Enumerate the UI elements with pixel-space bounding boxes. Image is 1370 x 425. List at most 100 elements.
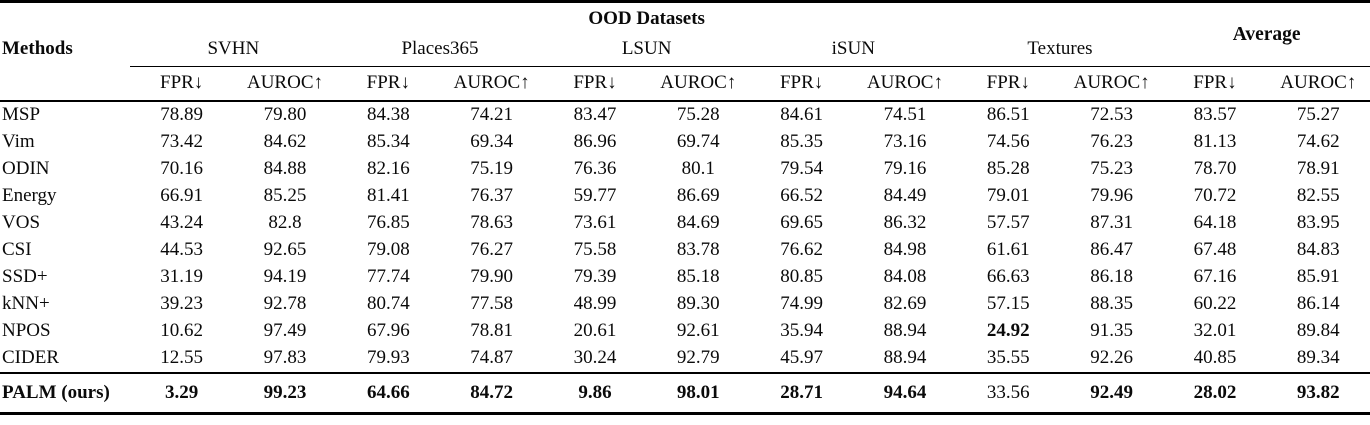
value-cell: 93.82 bbox=[1266, 371, 1370, 413]
value-cell: 78.63 bbox=[470, 212, 514, 233]
method-name: Vim bbox=[2, 131, 35, 152]
method-name: SSD+ bbox=[2, 266, 48, 287]
value-cell: 88.35 bbox=[1090, 293, 1133, 314]
value-cell: 86.96 bbox=[573, 131, 617, 152]
value-cell: 39.23 bbox=[160, 293, 204, 314]
value-cell: 79.08 bbox=[366, 239, 410, 260]
value-cell: 57.15 bbox=[986, 293, 1030, 314]
value-cell: 76.23 bbox=[1090, 131, 1133, 152]
value-cell: 69.74 bbox=[676, 131, 720, 152]
value-cell: 70.16 bbox=[160, 158, 204, 179]
value-cell: 97.49 bbox=[263, 320, 307, 341]
value-cell: 40.85 bbox=[1193, 347, 1237, 368]
value-cell: 81.41 bbox=[366, 185, 410, 206]
table-row: CIDER 12.55 97.83 79.93 74.87 30.24 92.79 45.97… bbox=[0, 345, 1370, 373]
value-cell: 84.61 bbox=[780, 104, 823, 125]
value-cell: 85.28 bbox=[986, 158, 1030, 179]
value-cell: 79.96 bbox=[1090, 185, 1133, 206]
value-cell: 79.01 bbox=[986, 185, 1030, 206]
value-cell: 84.83 bbox=[1296, 239, 1340, 260]
value-cell: 57.57 bbox=[986, 212, 1030, 233]
value-cell: 79.16 bbox=[883, 158, 927, 179]
value-cell: 87.31 bbox=[1090, 212, 1133, 233]
value-cell: 80.1 bbox=[681, 158, 715, 179]
methods-column-header: Methods bbox=[2, 37, 73, 59]
method-name: Energy bbox=[2, 185, 57, 206]
fpr-column-header: FPR↓ bbox=[543, 66, 647, 102]
value-cell: 92.78 bbox=[263, 293, 307, 314]
value-cell: 99.23 bbox=[233, 371, 337, 413]
table-row: Energy 66.91 85.25 81.41 76.37 59.77 86.69 66.5… bbox=[0, 183, 1370, 210]
value-cell: 44.53 bbox=[160, 239, 204, 260]
value-cell: 32.01 bbox=[1193, 320, 1237, 341]
value-cell: 60.22 bbox=[1193, 293, 1237, 314]
corner-cell bbox=[0, 66, 130, 102]
fpr-column-header: FPR↓ bbox=[130, 66, 234, 102]
value-cell: 85.35 bbox=[780, 131, 823, 152]
value-cell: 98.01 bbox=[646, 371, 750, 413]
value-cell: 78.89 bbox=[160, 104, 204, 125]
value-cell: 3.29 bbox=[130, 371, 234, 413]
value-cell: 75.19 bbox=[470, 158, 514, 179]
method-name: CSI bbox=[2, 239, 32, 260]
value-cell: 80.74 bbox=[366, 293, 410, 314]
value-cell: 64.66 bbox=[336, 371, 440, 413]
average-group-header: Average bbox=[1163, 1, 1370, 67]
table-row: ODIN 70.16 84.88 82.16 75.19 76.36 80.1 79.54 79… bbox=[0, 156, 1370, 183]
value-cell: 67.16 bbox=[1193, 266, 1237, 287]
value-cell: 77.58 bbox=[470, 293, 514, 314]
value-cell: 74.21 bbox=[470, 104, 514, 125]
value-cell: 28.71 bbox=[749, 371, 854, 413]
value-cell: 83.95 bbox=[1296, 212, 1340, 233]
value-cell: 79.93 bbox=[366, 347, 410, 368]
value-cell: 35.55 bbox=[986, 347, 1030, 368]
value-cell: 85.91 bbox=[1296, 266, 1340, 287]
auroc-column-header: AUROC↑ bbox=[1266, 66, 1370, 102]
value-cell: 31.19 bbox=[160, 266, 204, 287]
value-cell: 82.55 bbox=[1296, 185, 1340, 206]
method-name: ODIN bbox=[2, 158, 50, 179]
value-cell: 84.98 bbox=[883, 239, 927, 260]
value-cell: 88.94 bbox=[883, 347, 927, 368]
value-cell: 75.28 bbox=[676, 104, 720, 125]
value-cell: 69.34 bbox=[470, 131, 514, 152]
dataset-header: iSUN bbox=[749, 31, 957, 67]
value-cell: 84.49 bbox=[883, 185, 927, 206]
value-cell: 89.84 bbox=[1296, 320, 1340, 341]
dataset-header: Textures bbox=[956, 31, 1164, 67]
value-cell: 59.77 bbox=[573, 185, 617, 206]
value-cell: 89.34 bbox=[1296, 347, 1340, 368]
value-cell: 86.69 bbox=[676, 185, 720, 206]
value-cell: 85.25 bbox=[263, 185, 307, 206]
method-name: CIDER bbox=[2, 347, 59, 368]
value-cell: 24.92 bbox=[986, 320, 1030, 341]
table-body: MSP 78.89 79.80 84.38 74.21 83.47 75.28 84.61 74… bbox=[0, 101, 1370, 413]
value-cell: 94.19 bbox=[263, 266, 307, 287]
value-cell: 64.18 bbox=[1193, 212, 1237, 233]
value-cell: 79.39 bbox=[573, 266, 617, 287]
value-cell: 75.23 bbox=[1090, 158, 1133, 179]
value-cell: 73.16 bbox=[883, 131, 927, 152]
table-row: Vim 73.42 84.62 85.34 69.34 86.96 69.74 85.35 73… bbox=[0, 129, 1370, 156]
value-cell: 10.62 bbox=[160, 320, 204, 341]
method-name: MSP bbox=[2, 104, 41, 125]
value-cell: 35.94 bbox=[780, 320, 823, 341]
auroc-column-header: AUROC↑ bbox=[439, 66, 544, 102]
value-cell: 83.57 bbox=[1193, 104, 1237, 125]
auroc-column-header: AUROC↑ bbox=[233, 66, 337, 102]
value-cell: 30.24 bbox=[573, 347, 617, 368]
value-cell: 33.56 bbox=[956, 371, 1060, 413]
value-cell: 73.61 bbox=[573, 212, 617, 233]
value-cell: 70.72 bbox=[1193, 185, 1237, 206]
value-cell: 9.86 bbox=[543, 371, 647, 413]
value-cell: 74.51 bbox=[883, 104, 927, 125]
value-cell: 74.56 bbox=[986, 131, 1030, 152]
value-cell: 79.80 bbox=[263, 104, 307, 125]
table-row: VOS 43.24 82.8 76.85 78.63 73.61 84.69 69.65 86.… bbox=[0, 210, 1370, 237]
dataset-header: SVHN bbox=[130, 31, 337, 67]
value-cell: 12.55 bbox=[160, 347, 204, 368]
fpr-column-header: FPR↓ bbox=[336, 66, 440, 102]
value-cell: 76.62 bbox=[780, 239, 823, 260]
value-cell: 72.53 bbox=[1090, 104, 1133, 125]
value-cell: 69.65 bbox=[780, 212, 823, 233]
